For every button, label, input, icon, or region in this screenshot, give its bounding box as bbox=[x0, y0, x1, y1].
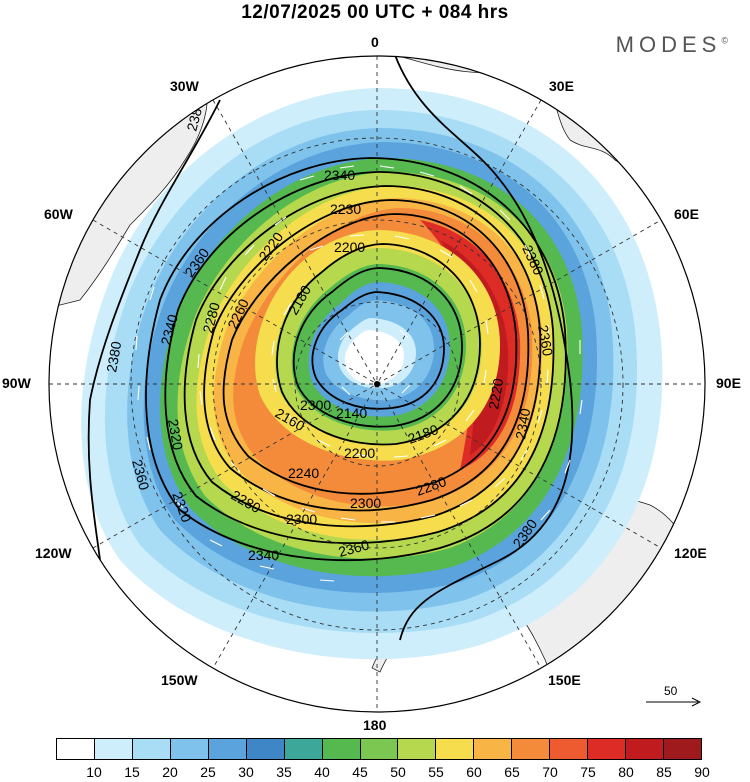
colorbar-label: 55 bbox=[428, 764, 444, 780]
colorbar-swatch bbox=[588, 739, 627, 759]
colorbar-label: 30 bbox=[238, 764, 254, 780]
colorbar bbox=[56, 738, 702, 760]
contour-label: 2360 bbox=[337, 536, 371, 560]
lon-label-90w: 90W bbox=[2, 375, 31, 391]
contour-label: 2360 bbox=[535, 324, 556, 358]
colorbar-label: 85 bbox=[656, 764, 672, 780]
colorbar-label: 60 bbox=[466, 764, 482, 780]
colorbar-label: 80 bbox=[618, 764, 634, 780]
lon-label-30e: 30E bbox=[549, 78, 574, 94]
colorbar-swatch bbox=[360, 739, 399, 759]
lon-label-60w: 60W bbox=[44, 206, 73, 222]
colorbar-label: 90 bbox=[694, 764, 710, 780]
wind-vectors bbox=[135, 165, 583, 582]
colorbar-label: 45 bbox=[352, 764, 368, 780]
lon-label-120w: 120W bbox=[35, 545, 72, 561]
colorbar-labels: 10 15 20 25 30 35 40 45 50 55 60 65 70 75 80 85 90 bbox=[56, 764, 710, 782]
colorbar-swatch bbox=[208, 739, 247, 759]
contour-label: 2200 bbox=[334, 239, 365, 255]
colorbar-swatch bbox=[132, 739, 171, 759]
contour-label: 2220 bbox=[485, 377, 506, 411]
colorbar-swatch bbox=[664, 739, 701, 759]
colorbar-label: 35 bbox=[276, 764, 292, 780]
lon-label-60e: 60E bbox=[674, 206, 699, 222]
colorbar-label: 10 bbox=[86, 764, 102, 780]
colorbar-swatch bbox=[284, 739, 323, 759]
lon-label-180: 180 bbox=[363, 717, 387, 733]
colorbar-label: 20 bbox=[162, 764, 178, 780]
colorbar-swatch bbox=[626, 739, 664, 759]
contour-label: 2300 bbox=[300, 397, 331, 413]
colorbar-swatch bbox=[474, 739, 513, 759]
chart-title: 12/07/2025 00 UTC + 084 hrs bbox=[241, 2, 509, 23]
colorbar-label: 25 bbox=[200, 764, 216, 780]
south-pole-marker bbox=[374, 381, 380, 387]
contour-label: 2230 bbox=[330, 201, 361, 217]
contour-label: 2340 bbox=[157, 312, 181, 346]
lon-label-150e: 150E bbox=[548, 672, 581, 688]
colorbar-label: 75 bbox=[580, 764, 596, 780]
lon-label-30w: 30W bbox=[170, 78, 199, 94]
lon-label-150w: 150W bbox=[161, 672, 198, 688]
colorbar-label: 50 bbox=[390, 764, 406, 780]
lon-label-90e: 90E bbox=[716, 375, 741, 391]
colorbar-swatch bbox=[246, 739, 285, 759]
lon-label-0: 0 bbox=[371, 34, 379, 50]
contour-label: 2380 bbox=[103, 340, 124, 374]
height-contours bbox=[87, 56, 574, 641]
colorbar-label: 15 bbox=[124, 764, 140, 780]
contour-label: 2300 bbox=[286, 511, 317, 527]
colorbar-swatch bbox=[398, 739, 437, 759]
contour-label-group: 2380 2380 2380 2380 2360 2360 2360 2360 … bbox=[103, 98, 556, 563]
contour-label: 2240 bbox=[288, 465, 319, 481]
contour-label: 2340 bbox=[324, 167, 355, 183]
colorbar-swatch bbox=[550, 739, 589, 759]
brand-text: MODES bbox=[615, 32, 722, 57]
colorbar-label: 70 bbox=[542, 764, 558, 780]
brand-logo: MODES© bbox=[616, 32, 728, 58]
contour-label: 2360 bbox=[129, 458, 153, 492]
colorbar-swatch bbox=[170, 739, 209, 759]
colorbar-label: 40 bbox=[314, 764, 330, 780]
lon-label-120e: 120E bbox=[674, 545, 707, 561]
contour-label: 2300 bbox=[350, 495, 381, 511]
contour-label: 2140 bbox=[336, 405, 367, 421]
contour-label: 2380 bbox=[183, 98, 207, 132]
contour-label: 2340 bbox=[512, 407, 533, 441]
contour-label: 2200 bbox=[344, 445, 375, 461]
map-boundary bbox=[48, 55, 706, 713]
contour-label: 2280 bbox=[199, 300, 223, 334]
reference-vector-arrow bbox=[646, 697, 702, 707]
contour-label: 2340 bbox=[248, 547, 279, 563]
contour-label: 2320 bbox=[165, 418, 186, 452]
colorbar-swatch bbox=[512, 739, 551, 759]
colorbar-label: 65 bbox=[504, 764, 520, 780]
colorbar-swatch bbox=[94, 739, 133, 759]
colorbar-swatch bbox=[322, 739, 361, 759]
reference-vector-label: 50 bbox=[664, 684, 678, 698]
polar-map: 2380 2380 2380 2380 2360 2360 2360 2360 … bbox=[48, 55, 706, 713]
colorbar-swatch bbox=[57, 739, 95, 759]
colorbar-swatch bbox=[436, 739, 475, 759]
brand-mark: © bbox=[721, 35, 728, 46]
